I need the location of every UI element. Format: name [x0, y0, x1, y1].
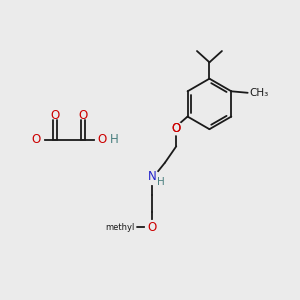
Text: CH₃: CH₃	[249, 88, 268, 98]
Text: H: H	[157, 177, 165, 187]
Text: O: O	[172, 122, 181, 135]
Text: methyl: methyl	[105, 223, 135, 232]
Text: O: O	[172, 122, 181, 135]
Text: O: O	[97, 133, 106, 146]
Text: N: N	[148, 170, 157, 183]
Text: O: O	[31, 133, 40, 146]
Text: O: O	[50, 109, 59, 122]
Text: H: H	[110, 133, 119, 146]
Text: O: O	[79, 109, 88, 122]
Text: O: O	[148, 220, 157, 234]
